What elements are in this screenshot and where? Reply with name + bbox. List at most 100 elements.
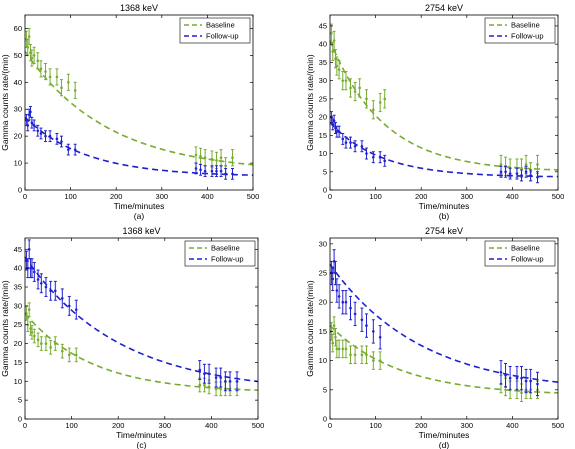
data-point <box>536 382 539 386</box>
data-point <box>337 295 341 298</box>
y-tick-label: 60 <box>14 24 22 33</box>
series-follow-up <box>24 239 259 392</box>
data-point <box>29 327 32 330</box>
data-point <box>335 64 339 68</box>
y-tick-label: 0 <box>323 186 327 195</box>
x-tick-label: 300 <box>461 192 474 201</box>
data-point <box>33 270 36 274</box>
data-point <box>504 170 507 174</box>
y-tick-label: 35 <box>14 283 22 292</box>
data-point <box>524 379 528 383</box>
legend-label: Follow-up <box>511 255 544 264</box>
data-point <box>360 144 364 148</box>
y-tick-label: 10 <box>319 356 327 365</box>
data-point <box>207 372 211 376</box>
data-point <box>349 306 352 310</box>
fit-curve <box>329 40 559 171</box>
legend: Baseline Follow-up <box>184 240 256 267</box>
data-point <box>224 164 227 168</box>
data-point <box>55 137 59 141</box>
axes-frame <box>329 14 559 191</box>
axes-frame <box>24 14 254 191</box>
series-follow-up <box>329 111 558 184</box>
data-point <box>372 108 375 112</box>
data-point <box>73 89 77 92</box>
x-tick-label: 400 <box>506 421 519 430</box>
data-point <box>365 324 368 327</box>
data-point <box>499 170 503 174</box>
data-point <box>67 81 70 84</box>
y-tick-label: 40 <box>319 40 327 49</box>
data-point <box>210 169 214 173</box>
data-point <box>67 304 71 308</box>
chart-title: 1368 keV <box>120 3 158 13</box>
data-point <box>228 379 232 383</box>
data-point <box>215 169 218 173</box>
data-point <box>331 50 335 53</box>
data-point <box>219 376 223 379</box>
data-point <box>207 385 211 389</box>
x-tick-label: 300 <box>461 421 474 430</box>
data-point <box>341 79 345 82</box>
data-point <box>36 338 40 342</box>
legend-box <box>179 17 251 44</box>
y-axis-label: Gamma counts rate/(min) <box>305 54 315 151</box>
data-point <box>529 379 532 383</box>
data-point <box>44 285 48 289</box>
y-tick-label: 0 <box>18 415 22 424</box>
data-point <box>360 353 364 357</box>
fit-curve <box>24 312 259 391</box>
y-axis-label: Gamma counts rate/(min) <box>0 280 10 377</box>
x-tick-label: 400 <box>506 192 519 201</box>
data-point <box>30 330 34 334</box>
data-point <box>331 277 335 281</box>
y-tick-label: 5 <box>323 167 327 176</box>
data-point <box>353 353 357 357</box>
data-point <box>29 51 32 54</box>
data-point <box>378 101 382 104</box>
data-point <box>353 144 357 148</box>
data-point <box>48 75 52 79</box>
data-point <box>383 159 387 163</box>
chart-title: 2754 keV <box>425 3 463 13</box>
data-point <box>198 383 202 387</box>
x-tick-label: 500 <box>252 421 265 430</box>
data-point <box>198 368 202 372</box>
series-follow-up <box>24 106 253 180</box>
data-point <box>365 152 368 155</box>
y-tick-label: 10 <box>14 377 22 386</box>
y-tick-label: 40 <box>14 264 22 273</box>
chart-panel-a: 1368 keV 0 100 200 300 400 500 0 10 20 30 40 50 60 Tim… <box>0 3 259 221</box>
legend-label: Baseline <box>511 244 540 253</box>
data-point <box>524 163 528 166</box>
data-point <box>214 387 218 391</box>
fit-curve <box>329 325 559 394</box>
axes-frame <box>329 237 559 420</box>
data-point <box>53 342 57 345</box>
data-point <box>53 289 57 293</box>
data-point <box>219 156 223 159</box>
legend-label: Baseline <box>511 21 540 30</box>
data-point <box>344 79 348 82</box>
data-point <box>27 248 31 251</box>
legend: Baseline Follow-up <box>179 17 251 44</box>
data-point <box>224 172 227 176</box>
data-point <box>334 57 337 61</box>
data-point <box>344 347 348 351</box>
data-point <box>203 372 206 376</box>
data-point <box>44 70 47 73</box>
data-point <box>378 359 382 362</box>
y-tick-label: 20 <box>319 113 327 122</box>
legend-box <box>484 240 556 267</box>
y-tick-label: 10 <box>319 149 327 158</box>
data-point <box>67 148 70 151</box>
data-point <box>499 163 503 166</box>
y-tick-label: 25 <box>319 94 327 103</box>
data-point <box>334 126 337 130</box>
data-point <box>341 300 345 304</box>
data-point <box>67 353 71 357</box>
data-point <box>372 330 375 333</box>
data-point <box>26 124 30 127</box>
data-point <box>341 137 345 141</box>
data-point <box>39 132 43 135</box>
